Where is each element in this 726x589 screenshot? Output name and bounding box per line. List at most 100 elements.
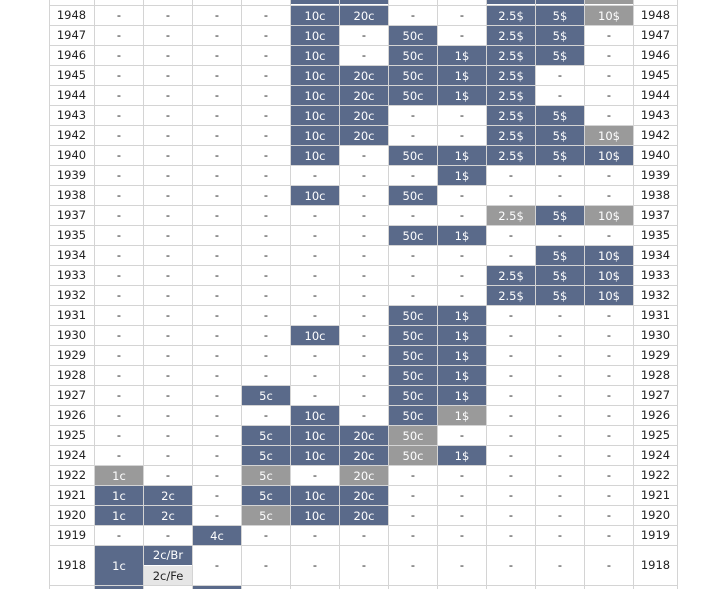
coin-cell: 50c bbox=[389, 26, 437, 45]
empty-cell: - bbox=[606, 28, 612, 42]
empty-cell: - bbox=[116, 128, 122, 142]
coin-cell-partial bbox=[536, 0, 584, 4]
empty-cell: - bbox=[312, 468, 318, 482]
coin-cell: 2.5$ bbox=[487, 286, 535, 305]
row-divider bbox=[49, 165, 677, 166]
column-divider bbox=[388, 0, 389, 589]
empty-cell: - bbox=[459, 468, 465, 482]
empty-cell: - bbox=[361, 268, 367, 282]
row-divider bbox=[49, 445, 677, 446]
coin-cell: 50c bbox=[389, 226, 437, 245]
year-label-right: 1944 bbox=[640, 88, 671, 102]
empty-cell: - bbox=[116, 48, 122, 62]
year-label: 1937 bbox=[56, 208, 87, 222]
empty-cell: - bbox=[312, 228, 318, 242]
coin-cell: 10$ bbox=[585, 286, 633, 305]
coin-cell: 2.5$ bbox=[487, 86, 535, 105]
empty-cell: - bbox=[508, 428, 514, 442]
coin-cell: 20c bbox=[340, 6, 388, 25]
empty-cell: - bbox=[214, 268, 220, 282]
row-divider bbox=[49, 185, 677, 186]
column-divider bbox=[633, 0, 634, 589]
empty-cell: - bbox=[606, 88, 612, 102]
coin-cell: 20c bbox=[340, 446, 388, 465]
empty-cell: - bbox=[557, 68, 563, 82]
coin-cell: 5$ bbox=[536, 286, 584, 305]
row-divider bbox=[49, 105, 677, 106]
empty-cell: - bbox=[361, 408, 367, 422]
coin-cell: 50c bbox=[389, 146, 437, 165]
empty-cell: - bbox=[214, 508, 220, 522]
year-label: 1932 bbox=[56, 288, 87, 302]
empty-cell: - bbox=[116, 388, 122, 402]
empty-cell: - bbox=[116, 208, 122, 222]
empty-cell: - bbox=[165, 108, 171, 122]
empty-cell: - bbox=[361, 188, 367, 202]
empty-cell: - bbox=[410, 248, 416, 262]
empty-cell: - bbox=[557, 88, 563, 102]
coin-cell: 20c bbox=[340, 86, 388, 105]
year-label: 1945 bbox=[56, 68, 87, 82]
year-label: 1926 bbox=[56, 408, 87, 422]
coin-cell: 10c bbox=[291, 86, 339, 105]
empty-cell: - bbox=[606, 428, 612, 442]
empty-cell: - bbox=[263, 228, 269, 242]
empty-cell: - bbox=[606, 408, 612, 422]
coin-cell: 1$ bbox=[438, 386, 486, 405]
empty-cell: - bbox=[508, 188, 514, 202]
coin-cell: 1$ bbox=[438, 306, 486, 325]
empty-cell: - bbox=[165, 208, 171, 222]
empty-cell: - bbox=[606, 388, 612, 402]
coin-cell-partial bbox=[291, 0, 339, 4]
empty-cell: - bbox=[263, 188, 269, 202]
empty-cell: - bbox=[557, 528, 563, 542]
year-label: 1947 bbox=[56, 28, 87, 42]
coin-cell: 2.5$ bbox=[487, 206, 535, 225]
coin-cell: 20c bbox=[340, 106, 388, 125]
row-divider bbox=[49, 265, 677, 266]
year-label: 1934 bbox=[56, 248, 87, 262]
coin-cell: 1$ bbox=[438, 346, 486, 365]
year-label-right: 1942 bbox=[640, 128, 671, 142]
empty-cell: - bbox=[165, 68, 171, 82]
empty-cell: - bbox=[361, 148, 367, 162]
column-divider bbox=[535, 0, 536, 589]
coin-cell: 5c bbox=[242, 386, 290, 405]
empty-cell: - bbox=[165, 168, 171, 182]
coin-cell: 5$ bbox=[536, 206, 584, 225]
row-divider bbox=[49, 505, 677, 506]
empty-cell: - bbox=[214, 368, 220, 382]
year-label: 1929 bbox=[56, 348, 87, 362]
coin-cell: 2.5$ bbox=[487, 146, 535, 165]
coin-cell: 1$ bbox=[438, 66, 486, 85]
empty-cell: - bbox=[312, 348, 318, 362]
row-divider bbox=[49, 305, 677, 306]
coin-cell: 1$ bbox=[438, 406, 486, 425]
column-divider bbox=[486, 0, 487, 589]
year-label-right: 1945 bbox=[640, 68, 671, 82]
column-divider bbox=[49, 0, 50, 589]
empty-cell: - bbox=[557, 308, 563, 322]
empty-cell: - bbox=[263, 368, 269, 382]
row-divider bbox=[49, 325, 677, 326]
coin-cell: 5$ bbox=[536, 26, 584, 45]
empty-cell: - bbox=[116, 168, 122, 182]
column-divider bbox=[339, 0, 340, 589]
empty-cell: - bbox=[508, 168, 514, 182]
year-label-right: 1919 bbox=[640, 528, 671, 542]
year-label-right: 1928 bbox=[640, 368, 671, 382]
year-label: 1922 bbox=[56, 468, 87, 482]
empty-cell: - bbox=[361, 168, 367, 182]
year-label: 1928 bbox=[56, 368, 87, 382]
coin-cell: 2c/Br bbox=[144, 545, 192, 565]
coin-cell: 50c bbox=[389, 186, 437, 205]
empty-cell: - bbox=[263, 348, 269, 362]
empty-cell: - bbox=[214, 8, 220, 22]
coin-cell: 1$ bbox=[438, 226, 486, 245]
coin-cell: 5$ bbox=[536, 6, 584, 25]
empty-cell: - bbox=[214, 558, 220, 572]
empty-cell: - bbox=[116, 288, 122, 302]
empty-cell: - bbox=[312, 308, 318, 322]
year-label-right: 1926 bbox=[640, 408, 671, 422]
